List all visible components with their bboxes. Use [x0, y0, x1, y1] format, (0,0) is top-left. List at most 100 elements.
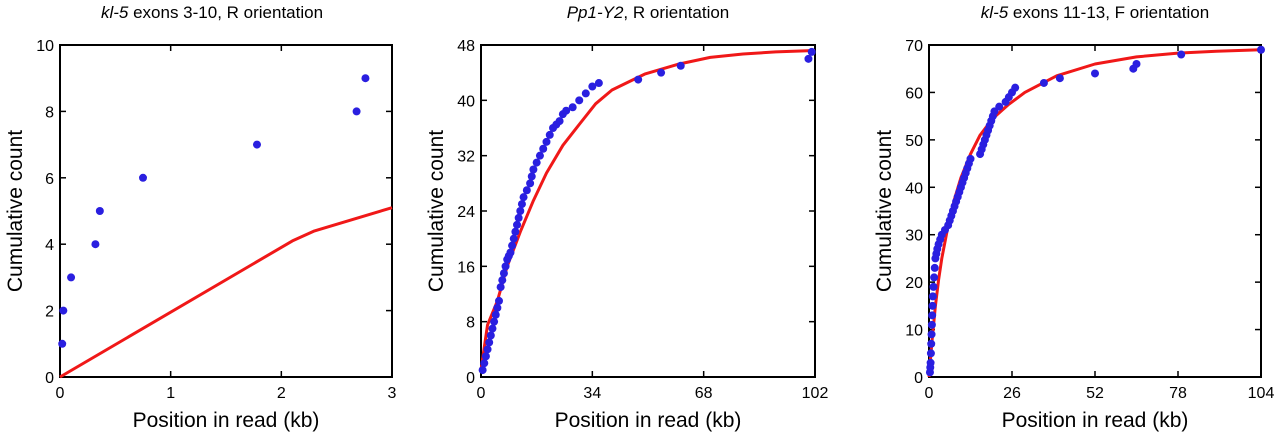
x-tick-label: 26 — [1003, 385, 1021, 402]
data-point — [1091, 69, 1099, 78]
chart-title: Pp1-Y2, R orientation — [567, 3, 730, 22]
y-tick-label: 8 — [466, 315, 475, 332]
x-axis-label: Position in read (kb) — [133, 409, 320, 432]
data-point — [481, 352, 490, 361]
x-tick-label: 52 — [1086, 385, 1104, 402]
data-point — [930, 263, 939, 272]
data-point — [539, 144, 548, 153]
data-point — [95, 207, 104, 215]
data-point — [509, 234, 518, 243]
data-point — [495, 296, 504, 305]
data-point — [496, 283, 505, 292]
data-point — [526, 179, 535, 188]
panel-pp1-y2: Pp1-Y2, R orientation 0 34 68 102 0 8 16 24 32 40 4… — [425, 3, 828, 432]
fit-curve — [59, 206, 393, 379]
plot-frame — [480, 44, 816, 378]
data-point — [995, 102, 1004, 111]
data-point — [562, 106, 571, 115]
data-point — [517, 200, 526, 209]
data-point — [67, 273, 76, 282]
panel-kl5-exons-3-10: kl-5 exons 3-10, R orientation 0 1 2 3 0 2 4 6 8 1… — [4, 3, 397, 432]
y-axis-label: Cumulative count — [873, 130, 896, 292]
data-point — [498, 276, 507, 285]
data-point — [252, 140, 261, 149]
data-point — [493, 303, 502, 312]
y-tick-label: 40 — [905, 180, 923, 197]
data-point — [1132, 59, 1141, 68]
data-point — [478, 366, 487, 375]
x-tick-label: 68 — [695, 385, 713, 402]
y-tick-label: 0 — [466, 370, 475, 387]
data-point — [485, 338, 494, 347]
y-axis-label: Cumulative count — [4, 130, 27, 292]
data-point — [927, 320, 936, 329]
plot-frame — [59, 44, 393, 378]
x-tick-label: 3 — [388, 385, 397, 402]
plot-frame — [928, 44, 1262, 378]
y-tick-label: 2 — [45, 304, 54, 321]
data-point — [139, 173, 147, 182]
data-point — [1011, 83, 1020, 92]
x-tick-label: 78 — [1169, 385, 1187, 402]
data-point — [581, 89, 590, 98]
x-tick-label: 1 — [166, 385, 175, 402]
x-tick-label: 34 — [583, 385, 601, 402]
data-point — [513, 220, 522, 229]
y-tick-label: 10 — [36, 38, 54, 55]
data-point — [529, 165, 538, 174]
data-point — [491, 310, 500, 319]
data-point — [59, 306, 68, 315]
y-tick-label: 4 — [45, 237, 54, 254]
data-point — [1257, 45, 1265, 54]
data-point — [930, 273, 939, 282]
x-tick-label: 0 — [477, 385, 486, 402]
y-tick-label: 24 — [457, 204, 475, 221]
data-point — [486, 331, 495, 340]
data-point — [1055, 74, 1064, 83]
y-tick-label: 16 — [457, 259, 475, 276]
chart-title-rest: exons 3-10, R orientation — [128, 3, 323, 22]
data-point — [594, 79, 603, 88]
data-point — [352, 107, 361, 116]
y-tick-label: 0 — [45, 370, 54, 387]
fit-curve — [927, 48, 1262, 378]
x-tick-label: 104 — [1248, 385, 1275, 402]
data-point — [535, 151, 544, 160]
data-point — [519, 193, 528, 202]
data-point — [1177, 50, 1186, 59]
chart-title: kl-5 exons 11-13, F orientation — [981, 3, 1209, 22]
y-tick-label: 50 — [905, 133, 923, 150]
x-tick-label: 0 — [56, 385, 65, 402]
chart-title: kl-5 exons 3-10, R orientation — [101, 3, 323, 22]
y-tick-label: 60 — [905, 85, 923, 102]
chart-title-italic: Pp1-Y2 — [567, 3, 624, 22]
x-axis-label: Position in read (kb) — [1002, 409, 1189, 432]
y-tick-label: 32 — [457, 149, 475, 166]
data-point — [926, 349, 935, 358]
chart-title-rest: exons 11-13, F orientation — [1008, 3, 1209, 22]
data-point — [527, 172, 536, 181]
data-point — [568, 103, 577, 112]
data-point — [511, 227, 520, 236]
data-point — [532, 158, 541, 167]
y-tick-label: 10 — [905, 323, 923, 340]
chart-title-italic: kl-5 — [101, 3, 129, 22]
data-point — [480, 359, 489, 368]
data-point — [927, 339, 936, 348]
data-point — [516, 207, 525, 215]
data-point — [966, 154, 975, 163]
data-point — [807, 47, 816, 56]
y-tick-label: 20 — [905, 275, 923, 292]
fit-curve — [479, 49, 816, 371]
data-point — [508, 241, 517, 250]
data-point — [929, 282, 938, 291]
data-point — [588, 82, 597, 91]
data-point — [634, 75, 643, 84]
data-point — [483, 345, 492, 354]
data-point — [499, 269, 508, 278]
y-tick-label: 40 — [457, 93, 475, 110]
data-point — [501, 262, 510, 271]
y-tick-label: 48 — [457, 38, 475, 55]
data-point — [542, 137, 551, 146]
